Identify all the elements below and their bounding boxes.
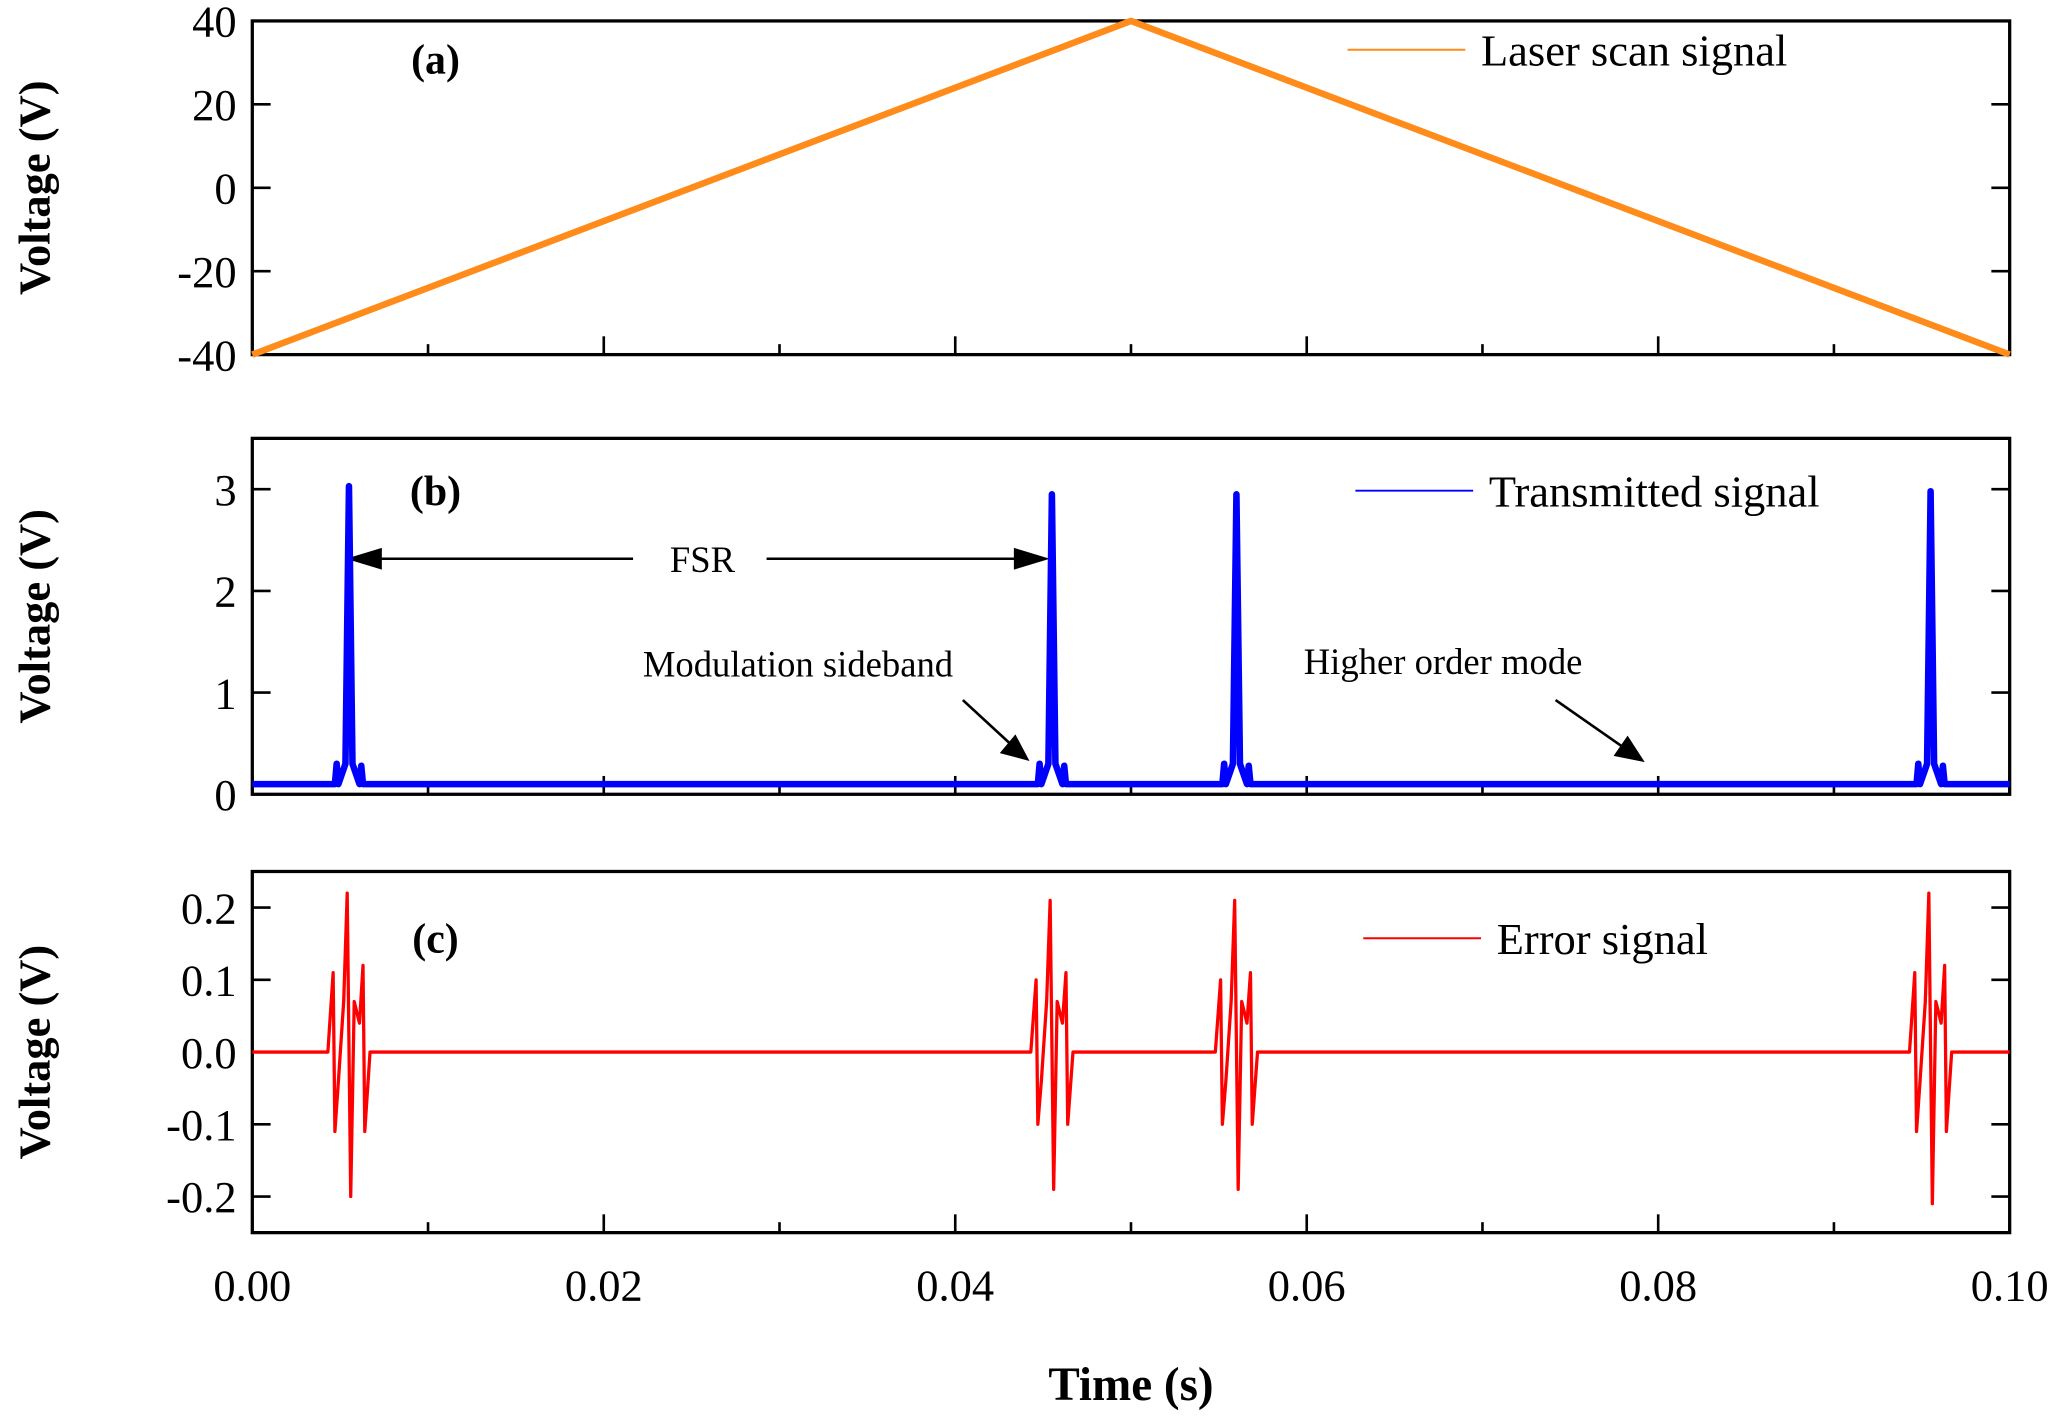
y-tick-label: -0.2: [166, 1172, 236, 1222]
x-axis-label: Time (s): [1048, 1359, 1213, 1411]
panel-label: (b): [410, 469, 461, 515]
arrow-head: [999, 734, 1030, 761]
y-axis-label: Voltage (V): [9, 509, 59, 724]
y-tick-label: 1: [214, 668, 236, 718]
legend-label: Error signal: [1497, 914, 1708, 964]
y-tick-label: -0.1: [166, 1100, 236, 1150]
sideband-arrow: [961, 699, 1014, 747]
annotation: Modulation sideband: [643, 644, 953, 685]
y-tick-label: 0.1: [181, 956, 237, 1006]
y-tick-label: 20: [192, 80, 236, 130]
y-tick-label: 3: [214, 465, 236, 515]
annotation: Higher order mode: [1304, 641, 1583, 682]
mode-arrow: [1554, 698, 1626, 750]
panel-label: (c): [412, 917, 458, 963]
y-tick-label: -20: [177, 247, 236, 297]
x-tick-label: 0.06: [1268, 1261, 1346, 1311]
y-tick-label: 0.2: [181, 883, 237, 933]
y-tick-label: 40: [192, 0, 236, 47]
legend-label: Laser scan signal: [1481, 25, 1787, 75]
y-tick-label: 0: [214, 770, 236, 820]
x-tick-label: 0.02: [565, 1261, 643, 1311]
annotation-arrows: [345, 547, 1645, 763]
data-line: [252, 482, 2010, 788]
y-tick-label: 0: [214, 163, 236, 213]
arrow-head: [345, 547, 382, 570]
data-line: [252, 891, 2010, 1206]
y-axis-label: Voltage (V): [9, 80, 59, 295]
y-tick-label: 2: [214, 567, 236, 617]
legend-label: Transmitted signal: [1489, 466, 1820, 516]
panel-label: (a): [411, 37, 460, 83]
annotation: FSR: [670, 539, 736, 580]
x-tick-label: 0.04: [916, 1261, 994, 1311]
y-tick-label: -40: [177, 330, 236, 380]
arrow-head: [1613, 735, 1645, 763]
x-tick-label: 0.10: [1971, 1261, 2049, 1311]
y-tick-label: 0.0: [181, 1028, 237, 1078]
data-line: [251, 17, 2011, 358]
x-tick-label: 0.08: [1619, 1261, 1697, 1311]
arrow-head: [1013, 547, 1050, 570]
x-tick-label: 0.00: [213, 1261, 291, 1311]
y-axis-label: Voltage (V): [9, 945, 59, 1160]
